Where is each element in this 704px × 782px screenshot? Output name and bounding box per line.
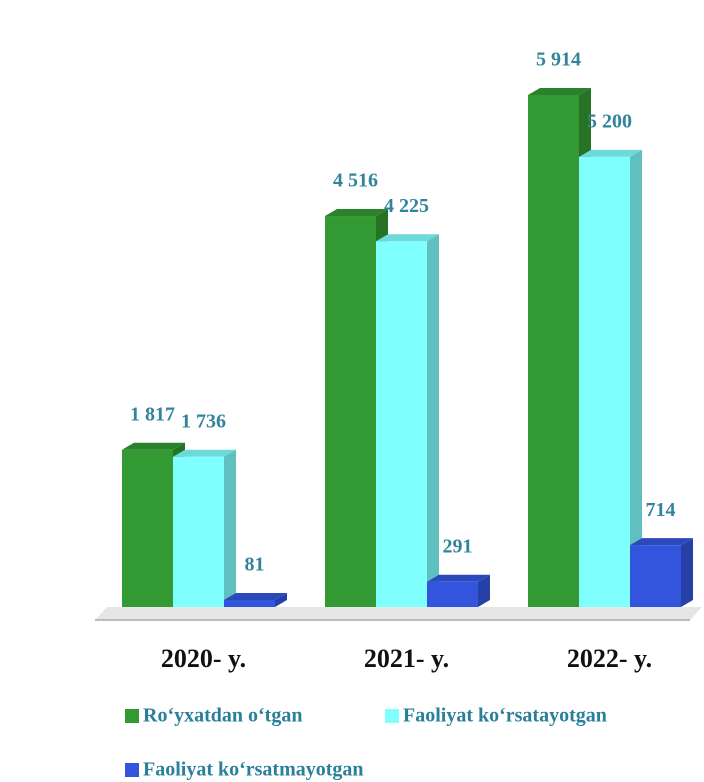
value-label: 5 200 bbox=[587, 110, 632, 132]
bar-top bbox=[173, 449, 236, 457]
bar bbox=[325, 216, 376, 608]
legend-label: Ro‘yxatdan o‘tgan bbox=[143, 705, 302, 727]
legend-label: Faoliyat ko‘rsatayotgan bbox=[403, 705, 607, 727]
legend-swatch bbox=[385, 709, 399, 723]
x-tick-label: 2020- y. bbox=[161, 644, 246, 673]
bar bbox=[579, 156, 630, 607]
bar-side bbox=[427, 234, 439, 607]
bar bbox=[630, 545, 681, 607]
bar-top bbox=[325, 209, 388, 217]
value-label: 4 516 bbox=[333, 170, 378, 192]
value-label: 714 bbox=[646, 499, 676, 521]
value-label: 1 817 bbox=[130, 403, 175, 425]
x-tick-label: 2021- y. bbox=[364, 644, 449, 673]
bar-side bbox=[275, 592, 287, 607]
bar-side bbox=[681, 538, 693, 607]
bar bbox=[173, 456, 224, 607]
bar bbox=[122, 449, 173, 607]
value-label: 1 736 bbox=[181, 410, 226, 432]
bar-top bbox=[579, 149, 642, 157]
bar bbox=[376, 241, 427, 607]
value-label: 4 225 bbox=[384, 195, 429, 217]
bar bbox=[528, 95, 579, 607]
x-tick-label: 2022- y. bbox=[567, 644, 652, 673]
bar-side bbox=[224, 449, 236, 607]
legend-label: Faoliyat ko‘rsatmayotgan bbox=[143, 759, 364, 781]
value-label: 5 914 bbox=[536, 49, 581, 71]
value-label: 291 bbox=[443, 535, 473, 557]
bar-top bbox=[376, 234, 439, 242]
legend-swatch bbox=[125, 709, 139, 723]
bar bbox=[224, 599, 275, 607]
bar-top bbox=[630, 538, 693, 546]
bar-top bbox=[122, 442, 185, 450]
bar-side bbox=[478, 574, 490, 607]
bar bbox=[427, 581, 478, 607]
value-label: 81 bbox=[245, 554, 265, 576]
bar-side bbox=[630, 149, 642, 607]
bar-top bbox=[224, 592, 287, 600]
floor bbox=[95, 607, 702, 620]
bar-top bbox=[528, 88, 591, 95]
bar-top bbox=[427, 574, 490, 582]
legend-swatch bbox=[125, 763, 139, 777]
